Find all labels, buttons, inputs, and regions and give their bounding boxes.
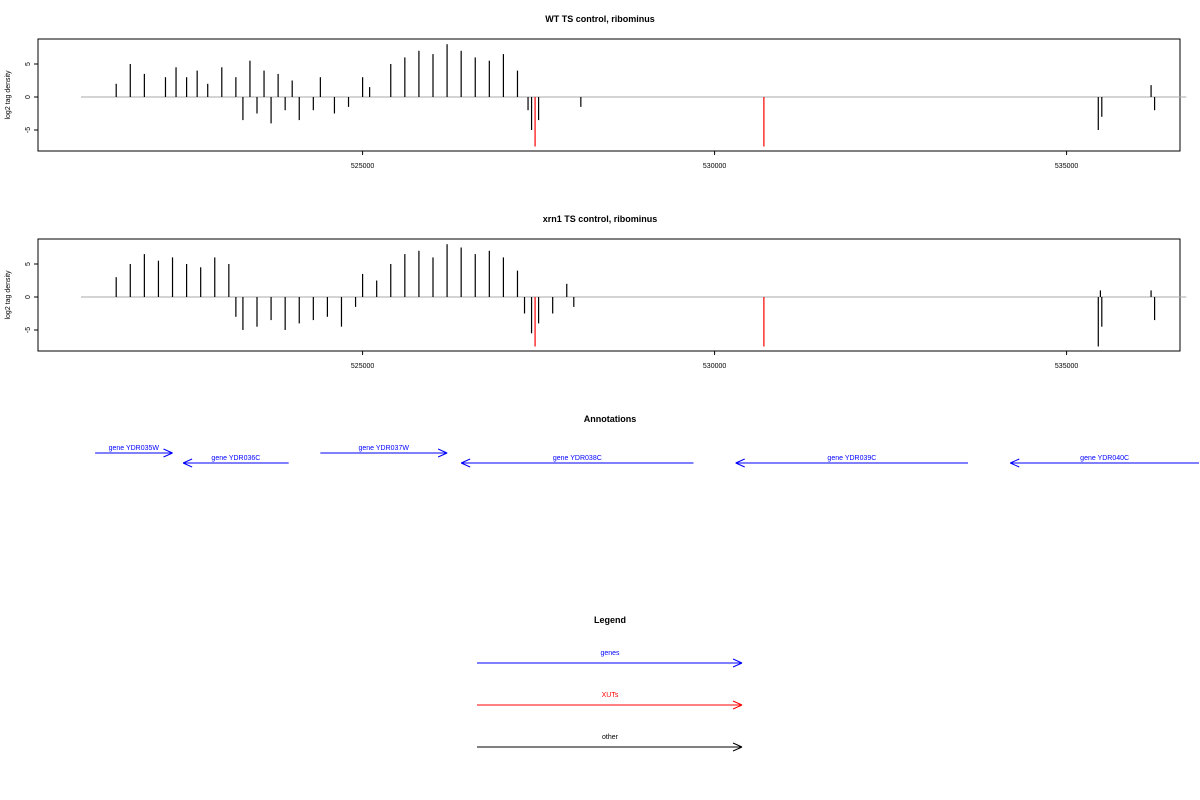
gene-arrow-1-head-upper [182, 458, 193, 464]
legend-arrow-0-head-lower [732, 662, 743, 668]
legend-arrow-1-head-lower [732, 704, 743, 710]
gene-arrow-3-head-upper [460, 458, 471, 464]
panel-1-xtick-label: 525000 [351, 363, 374, 370]
panel-0-frame [37, 38, 1181, 152]
gene-label-0: gene YDR035W [109, 445, 160, 452]
gene-arrow-3-head-lower [460, 462, 471, 468]
legend-arrow-1-head-upper [732, 700, 743, 706]
legend-label-1: XUTs [602, 692, 619, 699]
annotations-title: Annotations [584, 414, 637, 424]
panel-0-xtick-label: 530000 [703, 163, 726, 170]
legend-arrow-2-head-upper [732, 742, 743, 748]
gene-arrow-4-head-upper [735, 458, 745, 464]
legend-title: Legend [594, 615, 626, 625]
panel-0-xtick-label: 535000 [1055, 163, 1078, 170]
panel-0-title: WT TS control, ribominus [545, 14, 655, 24]
panel-0-ytick-label: 0 [25, 95, 32, 99]
gene-label-4: gene YDR039C [827, 455, 876, 462]
gene-label-2: gene YDR037W [358, 445, 409, 452]
gene-arrow-5-head-lower [1010, 462, 1020, 468]
panel-1-xtick-label: 530000 [703, 363, 726, 370]
panel-1-title: xrn1 TS control, ribominus [543, 214, 658, 224]
panel-1-frame [37, 238, 1181, 352]
gene-arrow-1-head-lower [182, 462, 193, 468]
gene-arrow-4-head-lower [735, 462, 745, 468]
gene-label-3: gene YDR038C [553, 455, 602, 462]
gene-arrow-2-head-lower [437, 452, 448, 458]
panel-1-ylabel: log2 tag density [5, 270, 12, 320]
legend-label-0: genes [600, 650, 620, 657]
gene-arrow-2-head-upper [437, 448, 448, 454]
panel-0-ytick-label: -5 [25, 127, 32, 133]
legend-arrow-2-head-lower [732, 746, 743, 752]
panel-0-xtick-label: 525000 [351, 163, 374, 170]
legend-label-2: other [602, 734, 619, 741]
panel-1-ytick-label: 0 [25, 295, 32, 299]
panel-1-ytick-label: 5 [25, 262, 32, 266]
legend-arrow-0-head-upper [732, 658, 743, 664]
gene-label-5: gene YDR040C [1080, 455, 1129, 462]
gene-label-1: gene YDR036C [211, 455, 260, 462]
panel-0-ytick-label: 5 [25, 62, 32, 66]
gene-arrow-5-head-upper [1010, 458, 1020, 464]
panel-0-ylabel: log2 tag density [5, 70, 12, 120]
gene-arrow-0-head-lower [163, 452, 173, 458]
panel-1-xtick-label: 535000 [1055, 363, 1078, 370]
gene-arrow-0-head-upper [163, 448, 173, 454]
panel-1-ytick-label: -5 [25, 327, 32, 333]
